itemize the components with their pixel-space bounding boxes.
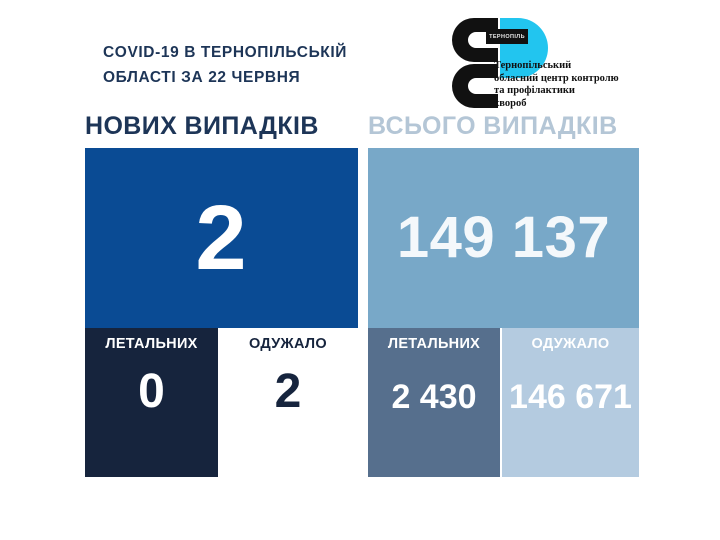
page-title-line-2: ОБЛАСТІ ЗА 22 ЧЕРВНЯ: [103, 69, 301, 86]
organization-logo: ТЕРНОПІЛЬ Тернопільський обласний центр …: [452, 14, 652, 114]
new-recovered-label: ОДУЖАЛО: [249, 336, 327, 352]
page-title: COVID-19 В ТЕРНОПІЛЬСЬКІЙ ОБЛАСТІ ЗА 22 …: [103, 40, 433, 90]
logo-text-line-1: Тернопільський: [494, 60, 572, 71]
total-recovered-panel: ОДУЖАЛО 146 671: [502, 328, 639, 477]
total-deaths-label: ЛЕТАЛЬНИХ: [387, 336, 481, 352]
stat-block-new-cases: 2 ЛЕТАЛЬНИХ 0 ОДУЖАЛО 2: [85, 148, 358, 477]
total-deaths-value: 2 430: [391, 378, 477, 416]
new-deaths-panel: ЛЕТАЛЬНИХ 0: [85, 328, 218, 477]
page-title-line-1: COVID-19 В ТЕРНОПІЛЬСЬКІЙ: [103, 44, 348, 61]
logo-text-line-4: хвороб: [494, 97, 527, 109]
new-cases-value: 2: [195, 187, 248, 289]
section-heading-new-cases: НОВИХ ВИПАДКІВ: [85, 112, 319, 140]
section-heading-total-cases: ВСЬОГО ВИПАДКІВ: [368, 112, 618, 140]
new-cases-main-panel: 2: [85, 148, 358, 328]
total-deaths-panel: ЛЕТАЛЬНИХ 2 430: [368, 328, 500, 477]
logo-text-line-3: та профілактики: [494, 85, 575, 97]
total-recovered-value: 146 671: [509, 378, 632, 416]
new-deaths-value: 0: [138, 365, 165, 418]
stat-block-total-cases: 149 137 ЛЕТАЛЬНИХ 2 430 ОДУЖАЛО 146 671: [368, 148, 639, 477]
logo-ternopil-tag: ТЕРНОПІЛЬ: [486, 29, 528, 44]
new-recovered-panel: ОДУЖАЛО 2: [218, 328, 358, 477]
total-cases-main-panel: 149 137: [368, 148, 639, 328]
logo-organization-name: Тернопільський обласний центр контролю т…: [494, 60, 654, 110]
new-deaths-label: ЛЕТАЛЬНИХ: [105, 336, 198, 352]
logo-text-line-2: обласний центр контролю: [494, 72, 619, 84]
new-recovered-value: 2: [274, 365, 302, 418]
total-cases-value: 149 137: [396, 205, 611, 270]
total-recovered-label: ОДУЖАЛО: [531, 336, 610, 352]
